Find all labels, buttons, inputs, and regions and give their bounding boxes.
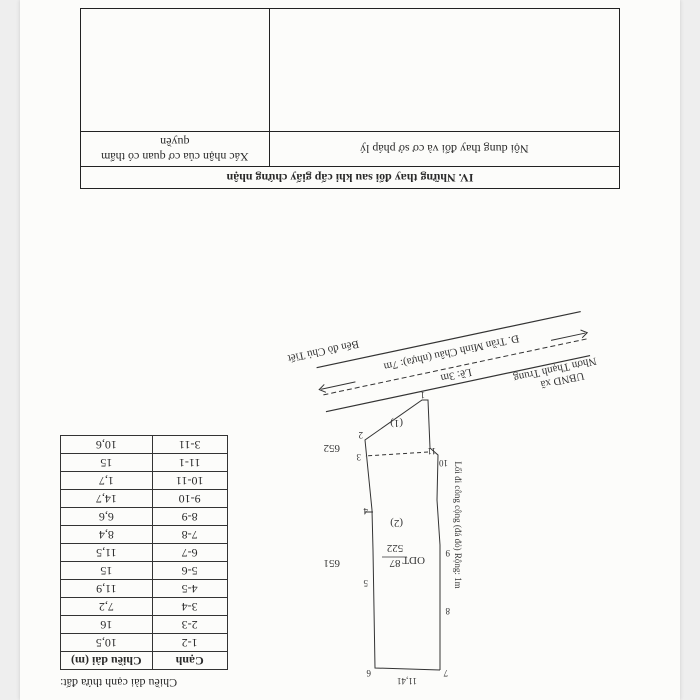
vertex-label: 6: [366, 668, 371, 678]
changes-title: IV. Những thay đổi sau khi cấp giấy chứn…: [81, 167, 620, 189]
table-row: 8-96,6: [61, 508, 228, 526]
table-row: 3-47,2: [61, 598, 228, 616]
vertex-label: 3: [356, 452, 361, 462]
plot-code-top: 87: [389, 557, 401, 569]
vertex-label: 11: [427, 446, 436, 456]
changes-col-left: Nội dung thay đổi và cơ sở pháp lý: [269, 132, 619, 167]
vertex-label: 4: [363, 506, 368, 516]
public-path-note: Lối đi công cộng (đá đỏ) Rộng: 1m: [453, 461, 463, 588]
vertex-label: 5: [363, 578, 368, 588]
vertex-label: 7: [443, 668, 448, 678]
plot-part-2: (2): [390, 517, 403, 529]
table-row: 5-615: [61, 562, 228, 580]
road-name: Đ. Trần Minh Châu (nhựa): 7m: [382, 332, 520, 373]
length-col-header: Chiều dài (m): [61, 652, 153, 670]
table-row: 2-316: [61, 616, 228, 634]
vertex-label: 9: [445, 548, 450, 558]
edge-table-caption: Chiều dài cạnh thửa đất:: [60, 675, 177, 690]
plot-part-1: (1): [390, 417, 403, 429]
changes-col-right: Xác nhận của cơ quan có thẩm quyền: [81, 132, 270, 167]
edge-col-header: Cạnh: [152, 652, 227, 670]
vertex-label: 10: [439, 458, 449, 468]
changes-section: IV. Những thay đổi sau khi cấp giấy chứn…: [80, 8, 620, 189]
changes-body-right: [81, 9, 270, 132]
table-row: 1-210,5: [61, 634, 228, 652]
table-row: 7-88,4: [61, 526, 228, 544]
table-row: 10-111,7: [61, 472, 228, 490]
plot-code-bot: 522: [387, 542, 404, 554]
changes-body-left: [269, 9, 619, 132]
table-row: 4-511,9: [61, 580, 228, 598]
table-row: 9-1014,7: [61, 490, 228, 508]
neighbor-label: 652: [324, 442, 341, 454]
edge-length-table: Cạnh Chiều dài (m) 1-210,5 2-316 3-47,2 …: [60, 435, 228, 670]
table-row: 6-711,5: [61, 544, 228, 562]
table-row: 3-1110,6: [61, 436, 228, 454]
vertex-label: 2: [359, 430, 364, 440]
table-row: 11-115: [61, 454, 228, 472]
cadastral-plan: 651 652 ODT 87 522 (2) (1) 11,41 1 2 3 4…: [270, 280, 650, 700]
vertex-label: 8: [445, 606, 450, 616]
dim-top: 11,41: [397, 676, 417, 686]
neighbor-label: 651: [324, 557, 341, 569]
plot-type: ODT: [402, 554, 425, 566]
